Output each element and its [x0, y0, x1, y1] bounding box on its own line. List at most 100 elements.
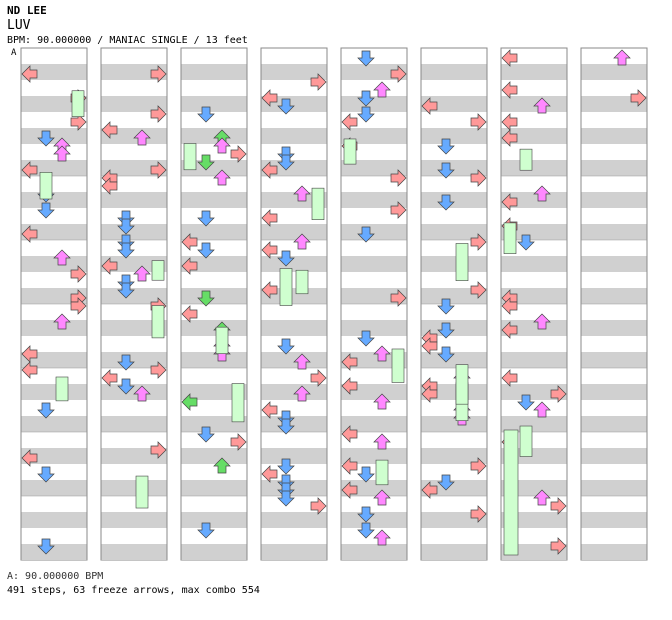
down-arrow-icon — [277, 474, 295, 491]
beat-stripe — [421, 448, 487, 464]
right-arrow-icon — [150, 361, 167, 379]
beat-stripe — [421, 64, 487, 80]
down-arrow-icon — [197, 522, 215, 539]
freeze-bar — [391, 348, 405, 383]
left-arrow-icon — [181, 257, 198, 275]
down-arrow-icon — [437, 298, 455, 315]
beat-stripe — [101, 512, 167, 528]
down-arrow-icon — [117, 274, 135, 291]
beat-stripe — [181, 384, 247, 400]
down-arrow-icon — [117, 234, 135, 251]
down-arrow-icon — [197, 290, 215, 307]
down-arrow-icon — [437, 474, 455, 491]
beat-stripe — [341, 448, 407, 464]
beat-stripe — [181, 320, 247, 336]
right-arrow-icon — [390, 289, 407, 307]
up-arrow-icon — [133, 129, 151, 146]
beat-stripe — [421, 352, 487, 368]
beat-stripe — [501, 288, 567, 304]
down-arrow-icon — [357, 50, 375, 67]
beat-stripe — [501, 192, 567, 208]
left-arrow-icon — [341, 113, 358, 131]
beat-stripe — [101, 544, 167, 560]
song-title: LUV — [7, 18, 31, 33]
right-arrow-icon — [230, 433, 247, 451]
beat-stripe — [181, 192, 247, 208]
left-arrow-icon — [501, 321, 518, 339]
down-arrow-icon — [197, 242, 215, 259]
beat-stripe — [341, 160, 407, 176]
beat-stripe — [581, 256, 647, 272]
beat-stripe — [21, 256, 87, 272]
freeze-bar — [39, 172, 53, 200]
left-arrow-icon — [501, 49, 518, 67]
down-arrow-icon — [117, 242, 135, 259]
beat-stripe — [261, 96, 327, 112]
step-chart — [20, 47, 648, 561]
right-arrow-icon — [390, 169, 407, 187]
down-arrow-icon — [517, 234, 535, 251]
down-arrow-icon — [517, 394, 535, 411]
right-arrow-icon — [550, 385, 567, 403]
beat-stripe — [421, 256, 487, 272]
beat-stripe — [181, 480, 247, 496]
left-arrow-icon — [101, 177, 118, 195]
beat-stripe — [341, 128, 407, 144]
beat-stripe — [21, 384, 87, 400]
beat-stripe — [581, 448, 647, 464]
beat-stripe — [421, 160, 487, 176]
down-arrow-icon — [277, 98, 295, 115]
right-arrow-icon — [470, 233, 487, 251]
down-arrow-icon — [37, 538, 55, 555]
freeze-bar — [279, 268, 293, 306]
right-arrow-icon — [70, 265, 87, 283]
beat-stripe — [181, 160, 247, 176]
beat-stripe — [421, 416, 487, 432]
beat-stripe — [21, 128, 87, 144]
beat-stripe — [421, 544, 487, 560]
left-arrow-icon — [341, 425, 358, 443]
up-arrow-icon — [53, 313, 71, 330]
beat-stripe — [21, 192, 87, 208]
beat-stripe — [101, 128, 167, 144]
bpm-marker: A — [11, 48, 17, 58]
down-arrow-icon — [277, 338, 295, 355]
left-arrow-icon — [501, 297, 518, 315]
beat-stripe — [101, 96, 167, 112]
up-arrow-icon — [373, 345, 391, 362]
down-arrow-icon — [357, 90, 375, 107]
freeze-bar — [71, 90, 85, 117]
beat-stripe — [581, 384, 647, 400]
left-arrow-icon — [181, 233, 198, 251]
beat-stripe — [21, 224, 87, 240]
up-arrow-icon — [533, 401, 551, 418]
up-arrow-icon — [613, 49, 631, 66]
beat-stripe — [581, 64, 647, 80]
left-arrow-icon — [101, 121, 118, 139]
beat-stripe — [21, 448, 87, 464]
freeze-bar — [311, 187, 325, 220]
freeze-bar — [455, 364, 469, 405]
beat-stripe — [421, 480, 487, 496]
beat-stripe — [581, 352, 647, 368]
left-arrow-icon — [261, 209, 278, 227]
beat-stripe — [341, 512, 407, 528]
beat-stripe — [181, 256, 247, 272]
beat-stripe — [421, 288, 487, 304]
up-arrow-icon — [533, 313, 551, 330]
right-arrow-icon — [390, 65, 407, 83]
beat-stripe — [21, 64, 87, 80]
left-arrow-icon — [261, 161, 278, 179]
right-arrow-icon — [150, 161, 167, 179]
left-arrow-icon — [341, 481, 358, 499]
beat-stripe — [581, 544, 647, 560]
left-arrow-icon — [261, 281, 278, 299]
beat-stripe — [341, 96, 407, 112]
left-arrow-icon — [21, 65, 38, 83]
left-arrow-icon — [21, 161, 38, 179]
beat-stripe — [261, 448, 327, 464]
down-arrow-icon — [357, 466, 375, 483]
down-arrow-icon — [197, 426, 215, 443]
beat-stripe — [581, 320, 647, 336]
beat-stripe — [261, 352, 327, 368]
